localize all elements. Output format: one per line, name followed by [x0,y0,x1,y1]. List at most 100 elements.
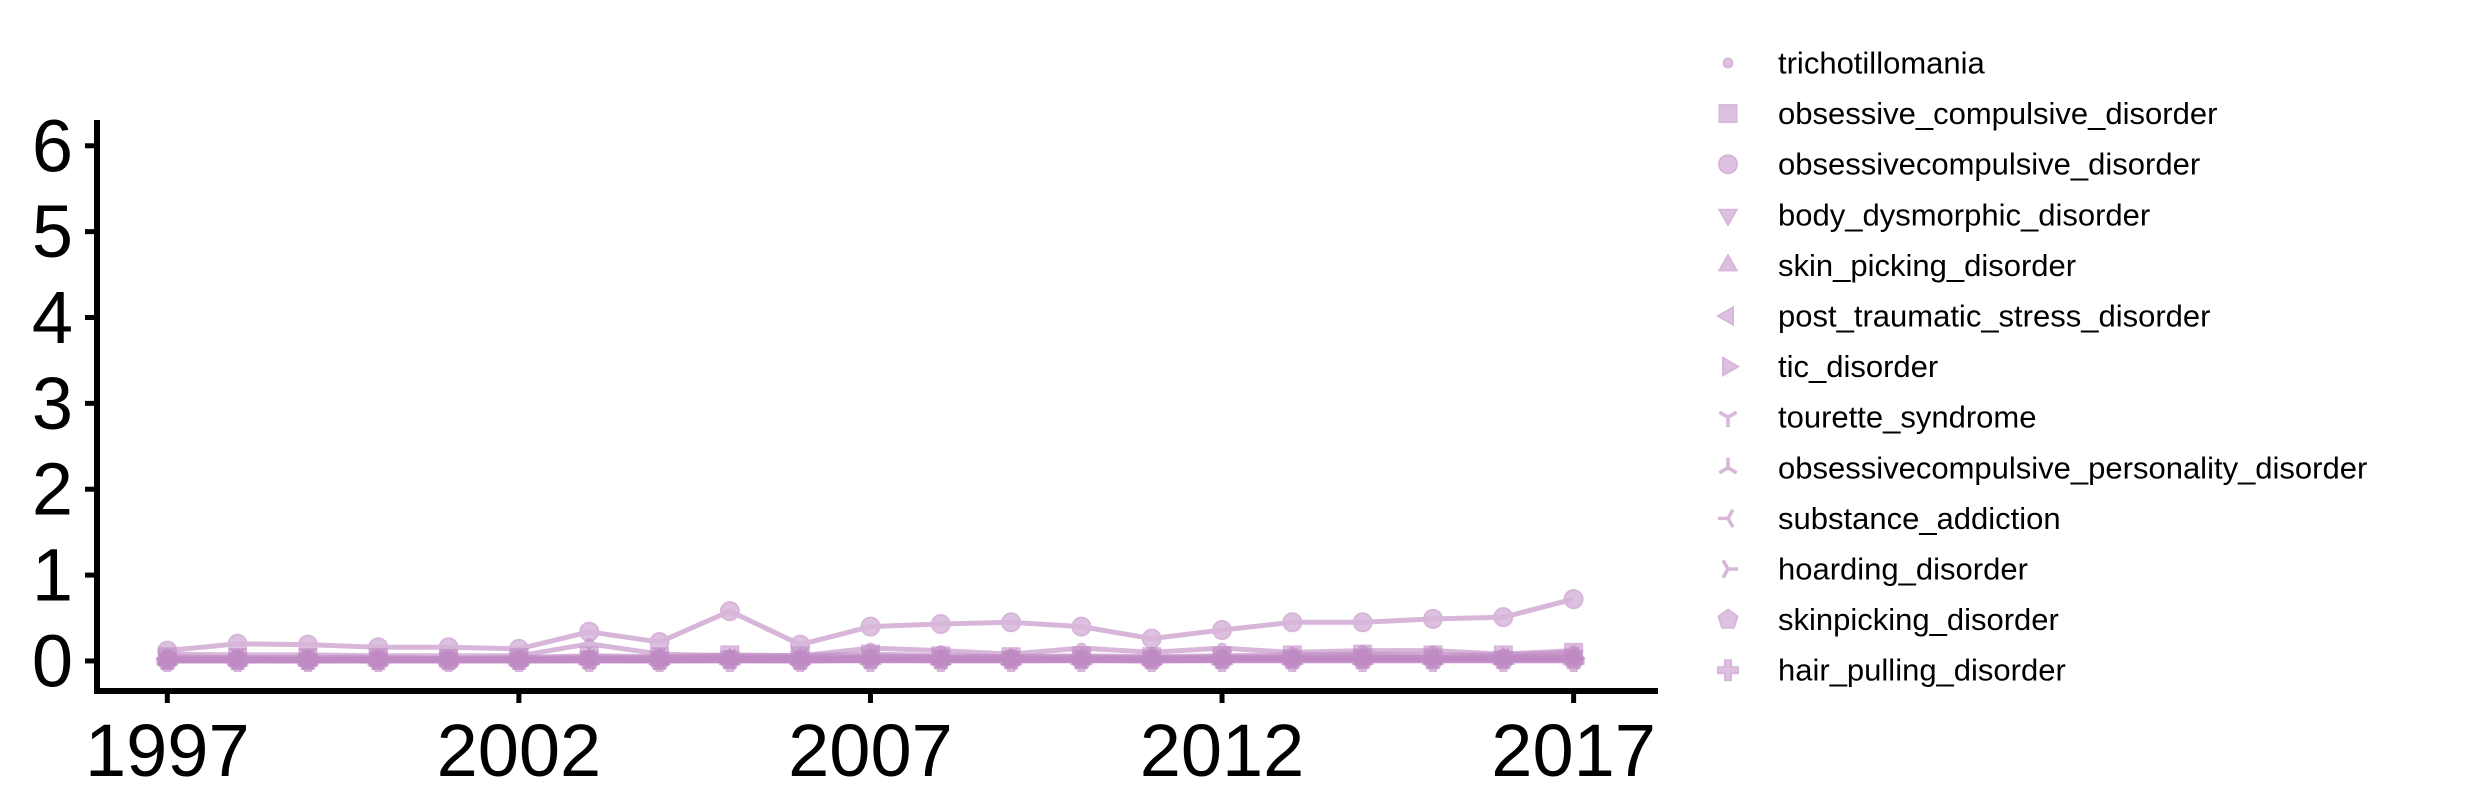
legend-marker [1717,208,1739,227]
legend-entry-hoarding_disorder: hoarding_disorder [1721,552,2028,587]
x-tick-label: 2017 [1491,709,1656,792]
legend-marker-shape [1716,305,1734,327]
legend-label: tic_disorder [1778,349,1938,384]
legend-label: obsessivecompulsive_disorder [1778,147,2200,182]
legend-entry-skinpicking_disorder: skinpicking_disorder [1717,602,2059,637]
y-tick-label: 0 [32,619,73,702]
legend-marker-shape [1722,57,1734,69]
legend-label: post_traumatic_stress_disorder [1778,299,2210,334]
legend-entry-skin_picking_disorder: skin_picking_disorder [1717,248,2076,283]
data-point [654,648,666,660]
data-point [1563,589,1584,610]
data-point [583,638,595,650]
legend-marker-shape [1717,608,1739,629]
data-point [443,650,455,662]
series-trichotillomania [161,638,1580,662]
data-point [719,601,740,622]
data-point [1282,612,1303,633]
data-point [1141,628,1162,649]
legend-entry-hair_pulling_disorder: hair_pulling_disorder [1717,653,2066,688]
data-point [161,648,173,660]
legend-marker-shape [1718,154,1738,175]
data-point [860,616,881,637]
legend-marker [1722,57,1734,69]
legend-label: obsessivecompulsive_personality_disorder [1778,450,2367,485]
data-point [1427,645,1439,657]
x-tick-label: 2002 [437,709,602,792]
y-tick-label: 5 [32,190,73,273]
legend-marker-shape [1717,208,1739,227]
data-point [1212,620,1233,641]
x-tick-label: 2007 [788,709,953,792]
plot-area [155,589,1586,672]
legend-label: skinpicking_disorder [1778,602,2059,637]
data-point [372,650,384,662]
x-tick-label: 2012 [1140,709,1305,792]
legend-entry-body_dysmorphic_disorder: body_dysmorphic_disorder [1717,197,2150,232]
data-point [579,646,599,666]
data-point [1422,608,1443,629]
data-point [1497,648,1509,660]
y-tick-label: 3 [32,362,73,445]
legend-marker [1718,104,1738,124]
legend-marker-shape [1722,356,1740,378]
data-point [1005,648,1017,660]
data-point [1352,612,1373,633]
legend-label: obsessive_compulsive_disorder [1778,96,2217,131]
legend-marker-shape [1718,457,1738,475]
legend-label: skin_picking_disorder [1778,248,2076,283]
data-point [302,649,314,661]
legend-entry-post_traumatic_stress_disorder: post_traumatic_stress_disorder [1716,299,2210,334]
data-point [579,621,600,642]
legend-marker [1716,305,1734,327]
legend-marker [1722,356,1740,378]
y-tick-label: 4 [32,276,73,359]
legend-entry-obsessivecompulsive_personality_disorder: obsessivecompulsive_personality_disorder [1718,450,2367,485]
legend-marker [1718,508,1735,528]
data-point [513,650,525,662]
y-tick-label: 1 [32,534,73,617]
data-point [1568,645,1580,657]
legend-marker [1721,559,1738,579]
legend-label: substance_addiction [1778,501,2061,536]
y-tick-label: 2 [32,448,73,531]
legend-marker-shape [1718,508,1735,528]
legend-marker [1717,253,1739,272]
data-point [1216,642,1228,654]
legend-label: hoarding_disorder [1778,552,2028,587]
legend-marker-shape [1717,253,1739,272]
legend-label: trichotillomania [1778,46,1986,81]
legend-label: tourette_syndrome [1778,400,2036,435]
data-point [1071,616,1092,637]
legend-entry-trichotillomania: trichotillomania [1722,46,1986,81]
legend-marker [1718,457,1738,475]
data-point [864,642,876,654]
legend-marker [1717,608,1739,629]
legend-label: hair_pulling_disorder [1778,653,2066,688]
data-point [724,650,736,662]
legend-marker-shape [1717,659,1739,682]
legend-entry-tourette_syndrome: tourette_syndrome [1718,400,2036,435]
legend-entry-obsessivecompulsive_disorder: obsessivecompulsive_disorder [1718,147,2200,182]
data-point [1357,645,1369,657]
y-tick-label: 6 [32,104,73,187]
data-point [1146,646,1158,658]
legend-label: body_dysmorphic_disorder [1778,197,2150,232]
data-point [930,614,951,635]
legend-entry-substance_addiction: substance_addiction [1718,501,2061,536]
data-point [1493,607,1514,628]
data-point [232,649,244,661]
legend-marker-shape [1718,104,1738,124]
legend-entry-obsessive_compulsive_disorder: obsessive_compulsive_disorder [1718,96,2217,131]
legend-marker [1718,410,1738,428]
legend-entry-tic_disorder: tic_disorder [1722,349,1938,384]
legend: trichotillomania obsessive_compulsive_dis… [1716,46,2367,688]
data-point [1286,646,1298,658]
data-point [1075,642,1087,654]
x-tick-label: 1997 [85,709,250,792]
data-point [1001,612,1022,633]
legend-marker [1717,659,1739,682]
legend-marker-shape [1721,559,1738,579]
